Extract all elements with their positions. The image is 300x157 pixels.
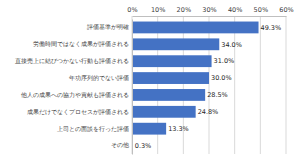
tick: 50% bbox=[254, 6, 268, 16]
tick: 他人の成果への協力や貢献も評価される bbox=[21, 91, 132, 99]
tick-label: 10% bbox=[151, 6, 165, 14]
category-label: 上司との面談を行った評価 bbox=[57, 125, 129, 132]
grid-line bbox=[132, 16, 133, 154]
tick: 労働時間ではなく成果が評価される bbox=[33, 40, 132, 48]
y-axis: 評価基準が明確労働時間ではなく成果が評価される直接売上に結びつかない行動も評価さ… bbox=[15, 20, 133, 155]
tick: 30% bbox=[202, 6, 216, 16]
data-labels: 49.3% 34.0% 31.0% 30.0% 28.5% 24.8% 13.3% 0.3% bbox=[135, 24, 281, 150]
data-label: 30.0% bbox=[211, 74, 232, 82]
grid-line bbox=[260, 16, 261, 154]
tick: 60% bbox=[279, 6, 293, 16]
tick: 直接売上に結びつかない行動も評価される bbox=[15, 57, 132, 65]
tick: 10% bbox=[151, 6, 165, 16]
tick-label: 0% bbox=[127, 6, 137, 14]
tick-label: 50% bbox=[254, 6, 268, 14]
grid-line bbox=[209, 16, 210, 154]
bar bbox=[132, 72, 209, 84]
chart: 0% 10% 20% 30% 40% 50% 60% 評価基準が明確労働時間ではなく成果が評価… bbox=[0, 0, 300, 157]
category-label: その他 bbox=[111, 141, 129, 149]
tick: 評価基準が明確 bbox=[87, 23, 132, 30]
grid bbox=[132, 16, 286, 154]
data-label: 24.8% bbox=[198, 108, 219, 116]
category-label: 他人の成果への協力や貢献も評価される bbox=[21, 91, 129, 99]
axis-line bbox=[133, 16, 287, 17]
data-label: 13.3% bbox=[168, 125, 189, 133]
category-label: 年功序列的でない評価 bbox=[69, 74, 129, 82]
grid-line bbox=[234, 16, 235, 154]
tick-label: 60% bbox=[279, 6, 293, 14]
category-label: 評価基準が明確 bbox=[87, 23, 129, 30]
category-label: 労働時間ではなく成果が評価される bbox=[33, 40, 129, 48]
tick: 成果だけでなくプロセスが評価される bbox=[27, 108, 132, 116]
data-label: 31.0% bbox=[214, 57, 235, 65]
tick: 20% bbox=[177, 6, 191, 16]
bar bbox=[132, 22, 259, 34]
data-label: 34.0% bbox=[221, 41, 242, 49]
bar bbox=[132, 123, 166, 135]
tick: 0% bbox=[127, 6, 137, 16]
data-label: 0.3% bbox=[135, 142, 152, 150]
tick: 年功序列的でない評価 bbox=[69, 74, 132, 82]
data-label: 49.3% bbox=[261, 24, 282, 32]
axis-line bbox=[132, 20, 133, 155]
bar bbox=[132, 106, 196, 118]
bar bbox=[132, 38, 219, 50]
grid-line bbox=[183, 16, 184, 154]
data-label: 28.5% bbox=[207, 91, 228, 99]
tick: 上司との面談を行った評価 bbox=[57, 125, 132, 132]
bar bbox=[132, 55, 212, 67]
tick: 40% bbox=[228, 6, 242, 16]
tick-label: 40% bbox=[228, 6, 242, 14]
grid-line bbox=[286, 16, 287, 154]
bar bbox=[132, 89, 205, 101]
tick-label: 20% bbox=[177, 6, 191, 14]
tick-label: 30% bbox=[202, 6, 216, 14]
x-axis: 0% 10% 20% 30% 40% 50% 60% bbox=[127, 6, 293, 17]
category-label: 直接売上に結びつかない行動も評価される bbox=[15, 57, 129, 65]
category-label: 成果だけでなくプロセスが評価される bbox=[27, 108, 129, 116]
bars bbox=[132, 22, 259, 152]
tick: その他 bbox=[111, 141, 132, 149]
